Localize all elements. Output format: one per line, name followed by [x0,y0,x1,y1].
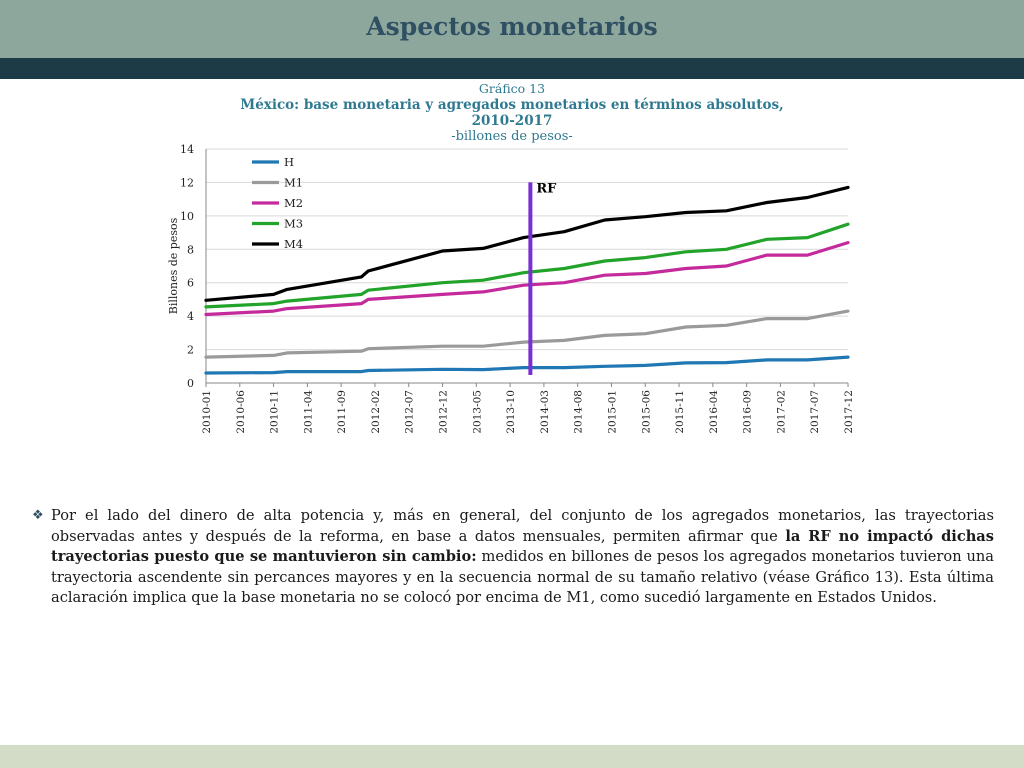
header-bar [0,0,1024,58]
x-tick-label: 2011-09 [336,390,348,434]
x-tick-label: 2015-06 [640,390,652,434]
x-tick-label: 2017-02 [775,390,787,434]
x-tick-label: 2010-06 [235,390,247,434]
page-title: Aspectos monetarios [366,12,658,41]
chart-title: México: base monetaria y agregados monet… [240,97,784,113]
footer-bar [0,745,1024,768]
rf-marker-label: RF [536,181,557,196]
paragraph-part-2: medidos en billones de pesos los agregad… [51,548,994,606]
y-tick-label: 8 [187,243,194,256]
x-tick-label: 2015-11 [674,390,686,434]
paragraph-part-1: Por el lado del dinero de alta potencia … [51,507,994,545]
chart-subtitle: -billones de pesos- [451,129,573,144]
header-stripe [0,58,1024,79]
y-tick-label: 6 [187,277,194,290]
y-axis-label: Billones de pesos [167,217,180,314]
series-line-m4 [204,185,850,302]
chart-title-block: Gráfico 13 México: base monetaria y agre… [200,81,824,145]
x-tick-label: 2014-03 [539,390,551,434]
bullet-icon: ❖ [32,508,44,523]
y-tick-label: 0 [187,377,194,390]
y-tick-label: 12 [180,176,194,189]
x-tick-label: 2012-02 [370,390,382,434]
x-tick-label: 2017-12 [843,390,855,434]
x-tick-label: 2017-07 [809,390,821,434]
x-tick-label: 2016-09 [742,390,754,434]
chart-number: Gráfico 13 [478,81,546,96]
x-tick-label: 2013-05 [471,390,483,434]
y-tick-label: 14 [180,143,194,156]
x-tick-label: 2011-04 [302,390,314,434]
paragraph-text: Por el lado del dinero de alta potencia … [51,506,994,609]
x-tick-label: 2015-01 [606,390,618,434]
body-paragraph: ❖ Por el lado del dinero de alta potenci… [32,506,994,609]
y-tick-label: 4 [187,310,194,323]
y-tick-label: 10 [180,210,194,223]
x-tick-label: 2016-04 [708,390,720,434]
legend-label: M4 [284,237,303,251]
y-tick-label: 2 [187,344,194,357]
series-line-m1 [204,309,850,359]
x-tick-label: 2010-11 [269,390,281,434]
legend-label: M3 [284,217,303,231]
x-tick-label: 2013-10 [505,390,517,434]
x-tick-label: 2012-07 [404,390,416,434]
x-tick-label: 2010-01 [201,390,213,434]
chart-title-years: 2010-2017 [471,113,553,129]
legend-label: H [284,155,294,169]
x-tick-label: 2014-08 [573,390,585,434]
paragraph-bold: la RF no impactó dichas trayectorias pue… [51,527,994,566]
x-tick-label: 2012-12 [438,390,450,434]
legend-label: M2 [284,196,303,210]
series-line-m2 [204,241,850,317]
series-line-h [204,355,850,375]
legend-label: M1 [284,176,303,190]
series-line-m3 [204,222,850,309]
